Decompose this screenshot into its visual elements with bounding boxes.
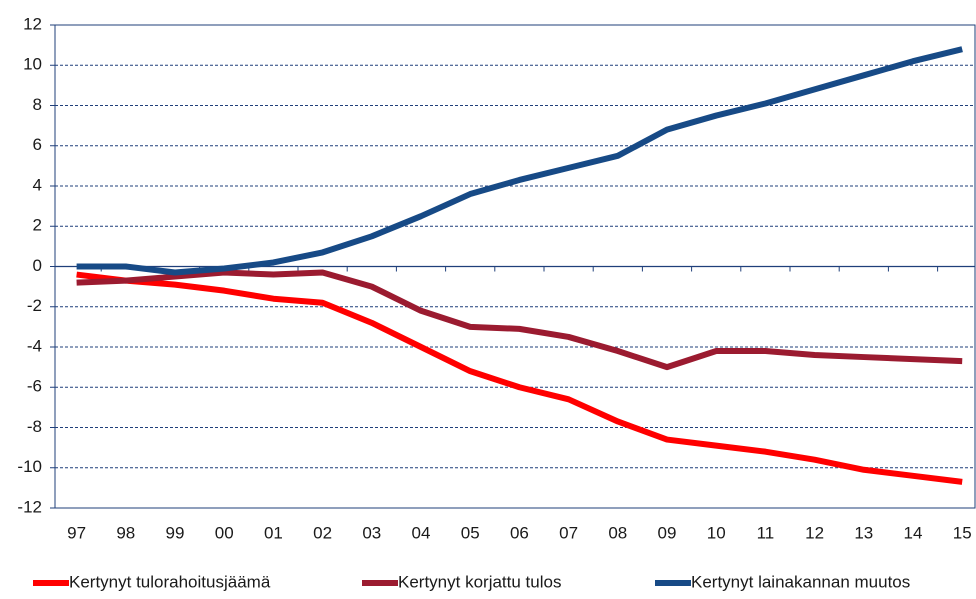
- x-tick-label: 06: [510, 523, 529, 542]
- y-tick-label: 4: [33, 175, 42, 194]
- x-tick-label: 99: [166, 523, 185, 542]
- y-tick-label: -10: [17, 457, 42, 476]
- y-tick-label: -12: [17, 497, 42, 516]
- x-tick-label: 02: [313, 523, 332, 542]
- x-tick-label: 13: [854, 523, 873, 542]
- x-tick-label: 09: [658, 523, 677, 542]
- x-tick-label: 10: [707, 523, 726, 542]
- y-tick-label: 2: [33, 216, 42, 235]
- x-tick-label: 11: [757, 523, 775, 542]
- x-tick-label: 08: [608, 523, 627, 542]
- legend-label: Kertynyt tulorahoitusjäämä: [69, 572, 271, 591]
- legend-label: Kertynyt korjattu tulos: [398, 572, 561, 591]
- x-tick-label: 15: [953, 523, 972, 542]
- x-tick-label: 07: [559, 523, 578, 542]
- series-line: [76, 269, 963, 371]
- x-tick-label: 00: [215, 523, 234, 542]
- y-tick-label: -6: [27, 377, 42, 396]
- y-tick-label: -2: [27, 296, 42, 315]
- y-tick-label: 0: [33, 256, 42, 275]
- series-line: [76, 46, 963, 276]
- series-line: [76, 271, 963, 485]
- y-tick-label: 12: [23, 14, 42, 33]
- x-tick-label: 98: [116, 523, 135, 542]
- y-tick-label: -4: [27, 336, 42, 355]
- x-tick-label: 97: [67, 523, 86, 542]
- y-tick-label: -8: [27, 417, 42, 436]
- y-tick-label: 8: [33, 95, 42, 114]
- legend-label: Kertynyt lainakannan muutos: [691, 572, 910, 591]
- x-tick-label: 05: [461, 523, 480, 542]
- x-tick-label: 14: [904, 523, 923, 542]
- x-tick-label: 03: [362, 523, 381, 542]
- y-tick-label: 10: [23, 55, 42, 74]
- x-tick-label: 12: [805, 523, 824, 542]
- x-tick-label: 01: [264, 523, 283, 542]
- y-tick-label: 6: [33, 135, 42, 154]
- x-tick-label: 04: [412, 523, 431, 542]
